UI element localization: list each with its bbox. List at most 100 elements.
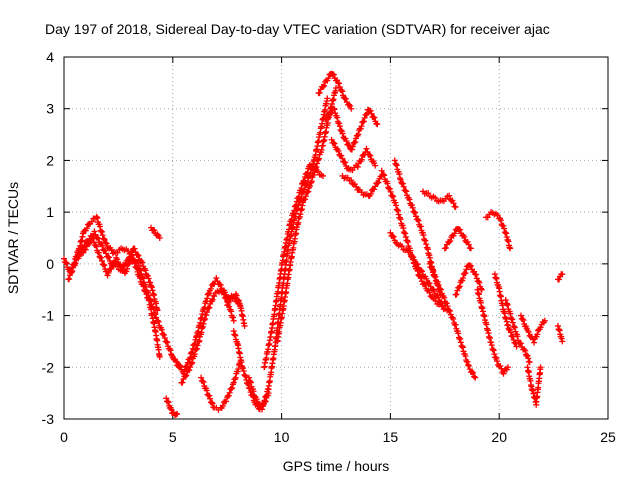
- x-tick-label: 25: [600, 429, 616, 445]
- data-point: [476, 279, 483, 286]
- data-point: [102, 247, 109, 254]
- data-point: [228, 308, 235, 315]
- data-point: [366, 151, 373, 158]
- data-point: [144, 272, 151, 279]
- data-point: [131, 257, 138, 264]
- data-point: [372, 183, 379, 190]
- data-point: [95, 249, 102, 256]
- data-point: [230, 379, 237, 386]
- data-point: [314, 160, 321, 167]
- data-point: [62, 259, 69, 266]
- data-point: [504, 300, 511, 307]
- data-point: [304, 169, 311, 176]
- data-point: [241, 371, 248, 378]
- data-point: [404, 237, 411, 244]
- data-point: [429, 265, 436, 272]
- data-point: [220, 291, 227, 298]
- series-t9: [224, 292, 248, 329]
- data-point: [304, 189, 311, 196]
- data-point: [306, 183, 313, 190]
- data-point: [154, 307, 161, 314]
- data-point: [103, 250, 110, 257]
- data-point: [509, 319, 516, 326]
- data-point: [206, 304, 213, 311]
- data-point: [95, 235, 102, 242]
- data-point: [168, 406, 175, 413]
- data-point: [156, 353, 163, 360]
- data-point: [497, 217, 504, 224]
- data-point: [103, 240, 110, 247]
- data-point: [406, 249, 413, 256]
- data-point: [165, 399, 172, 406]
- data-point: [442, 245, 449, 252]
- data-point: [444, 303, 451, 310]
- data-point: [400, 225, 407, 232]
- data-point: [441, 294, 448, 301]
- data-point: [319, 83, 326, 90]
- x-tick-label: 20: [491, 429, 507, 445]
- data-point: [86, 240, 93, 247]
- data-point: [235, 365, 242, 372]
- data-point: [391, 157, 398, 164]
- data-point: [348, 177, 355, 184]
- data-point: [399, 180, 406, 187]
- data-point: [318, 146, 325, 153]
- series-t14: [315, 70, 355, 112]
- data-point: [457, 226, 464, 233]
- data-point: [315, 168, 322, 175]
- data-point: [204, 309, 211, 316]
- data-point: [124, 261, 131, 268]
- data-point: [402, 230, 409, 237]
- data-point: [465, 362, 472, 369]
- data-point: [402, 187, 409, 194]
- data-point: [230, 317, 237, 324]
- data-point: [417, 223, 424, 230]
- data-point: [100, 261, 107, 268]
- data-point: [313, 163, 320, 170]
- data-point: [502, 297, 509, 304]
- data-point: [63, 260, 70, 267]
- data-point: [316, 155, 323, 162]
- data-point: [457, 339, 464, 346]
- data-point: [477, 285, 484, 292]
- data-point: [450, 200, 457, 207]
- data-point: [134, 251, 141, 258]
- data-point: [452, 203, 459, 210]
- data-point: [559, 271, 566, 278]
- data-point: [129, 251, 136, 258]
- series-t19: [391, 157, 444, 298]
- data-point: [432, 194, 439, 201]
- series-t17: [339, 172, 385, 199]
- data-point: [247, 378, 254, 385]
- data-point: [390, 193, 397, 200]
- data-point: [397, 176, 404, 183]
- series-t32: [554, 322, 566, 345]
- data-point: [437, 285, 444, 292]
- data-point: [491, 351, 498, 358]
- data-point: [358, 156, 365, 163]
- data-point: [133, 265, 140, 272]
- data-point: [507, 329, 514, 336]
- data-point: [82, 246, 89, 253]
- x-tick-label: 15: [383, 429, 399, 445]
- data-point: [467, 245, 474, 252]
- data-point: [247, 379, 254, 386]
- data-point: [501, 225, 508, 232]
- data-point: [338, 152, 345, 159]
- data-point: [262, 393, 269, 400]
- data-point: [98, 254, 105, 261]
- series-t13: [274, 85, 339, 345]
- data-point: [253, 396, 260, 403]
- data-point: [525, 328, 532, 335]
- data-point: [372, 162, 379, 169]
- data-point: [511, 324, 518, 331]
- data-point: [415, 217, 422, 224]
- grid: [64, 57, 608, 419]
- series-t4: [148, 224, 163, 241]
- data-point: [525, 355, 532, 362]
- data-point: [299, 180, 306, 187]
- series-t25: [474, 286, 511, 377]
- data-point: [435, 294, 442, 301]
- data-point: [472, 374, 479, 381]
- data-point: [509, 316, 516, 323]
